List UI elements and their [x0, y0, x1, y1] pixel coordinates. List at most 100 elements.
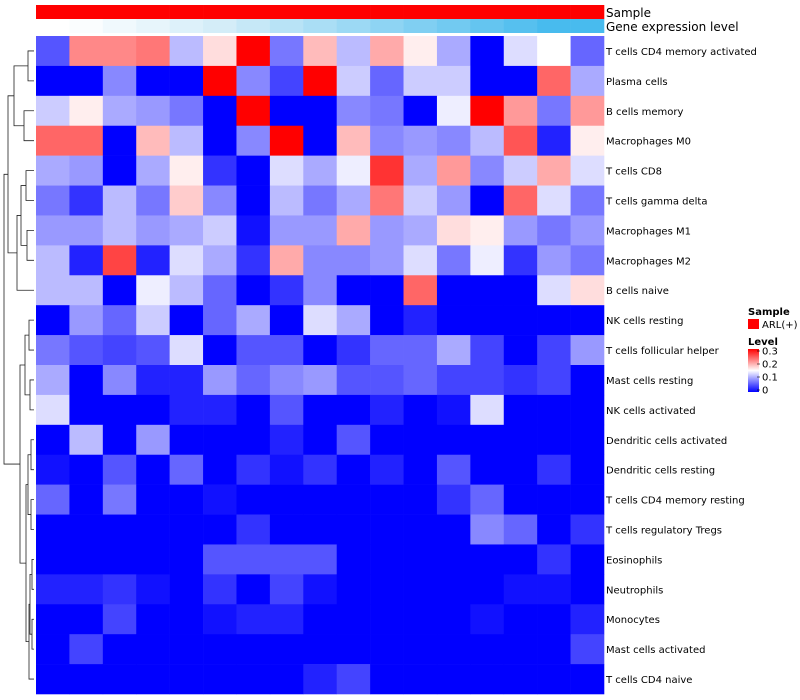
- level-tick-label: 0.3: [762, 347, 778, 358]
- heatmap-cell: [336, 335, 371, 366]
- heatmap-cell: [436, 305, 471, 336]
- heatmap-cell: [169, 335, 204, 366]
- heatmap-cell: [236, 484, 271, 515]
- heatmap-cell: [36, 215, 70, 246]
- heatmap-cell: [436, 484, 471, 515]
- heatmap-cell: [470, 394, 505, 426]
- heatmap-cell: [136, 275, 170, 306]
- sample-track-cell: [403, 5, 438, 19]
- heatmap-cell: [570, 215, 605, 246]
- dendrogram-branch: [28, 319, 34, 351]
- heatmap-cell: [269, 365, 304, 396]
- legend-sample-title: Sample: [748, 307, 790, 318]
- heatmap-cell: [303, 65, 338, 97]
- heatmap-cell: [370, 394, 404, 426]
- expression-track-cell: [169, 19, 204, 33]
- heatmap-cell: [236, 604, 271, 635]
- heatmap-cell: [537, 365, 571, 396]
- heatmap-cell: [102, 215, 137, 246]
- legend-sample-entry: ARL(+): [762, 320, 798, 331]
- heatmap-cell: [102, 245, 137, 276]
- heatmap-cell: [36, 544, 70, 575]
- expression-track-cell: [102, 19, 137, 33]
- heatmap-cell: [470, 424, 505, 456]
- heatmap-cell: [102, 36, 137, 67]
- heatmap-cell: [203, 125, 237, 156]
- heatmap-cell: [570, 544, 605, 575]
- sample-track-cell: [236, 5, 271, 19]
- heatmap-cell: [303, 484, 338, 515]
- heatmap-cell: [436, 424, 471, 456]
- heatmap-cell: [169, 275, 204, 306]
- heatmap-cell: [36, 454, 70, 485]
- heatmap-cell: [269, 305, 304, 336]
- heatmap-cell: [537, 424, 571, 456]
- heatmap-cell: [436, 215, 471, 246]
- heatmap-cell: [503, 305, 538, 336]
- dendrogram-branch: [31, 618, 34, 650]
- heatmap-cell: [269, 394, 304, 426]
- heatmap-cell: [503, 514, 538, 545]
- heatmap-cell: [203, 215, 237, 246]
- heatmap-cell: [102, 365, 137, 396]
- expression-track-cell: [503, 19, 538, 33]
- heatmap-cell: [169, 454, 204, 485]
- heatmap-cell: [136, 604, 170, 635]
- heatmap-cell: [69, 335, 104, 366]
- row-label: Monocytes: [606, 615, 660, 626]
- heatmap-cell: [36, 305, 70, 336]
- heatmap-cell: [436, 634, 471, 665]
- heatmap-cell: [236, 65, 271, 97]
- heatmap-cell: [470, 275, 505, 306]
- heatmap-cell: [203, 574, 237, 605]
- heatmap-cell: [303, 335, 338, 366]
- heatmap-cell: [136, 365, 170, 396]
- heatmap-cell: [36, 275, 70, 306]
- heatmap-cell: [403, 305, 438, 336]
- annotation-tracks: [36, 5, 605, 33]
- heatmap-cell: [36, 394, 70, 426]
- heatmap-cell: [269, 155, 304, 186]
- heatmap-cell: [470, 544, 505, 575]
- sample-track-cell: [436, 5, 471, 19]
- heatmap-cell: [303, 36, 338, 67]
- heatmap-cell: [236, 664, 271, 695]
- heatmap-cell: [336, 484, 371, 515]
- heatmap-cell: [169, 185, 204, 216]
- heatmap-cell: [336, 275, 371, 306]
- heatmap-cell: [537, 454, 571, 485]
- heatmap-cell: [336, 454, 371, 485]
- heatmap-cell: [436, 394, 471, 426]
- heatmap-cell: [503, 604, 538, 635]
- heatmap-cell: [303, 365, 338, 396]
- row-label: Eosinophils: [606, 555, 662, 566]
- heatmap-cell: [102, 95, 137, 127]
- heatmap-cell: [370, 185, 404, 216]
- heatmap-cell: [503, 335, 538, 366]
- heatmap-cell: [169, 125, 204, 156]
- heatmap-cell: [102, 65, 137, 97]
- heatmap-cell: [403, 185, 438, 216]
- dendrogram-branch: [13, 65, 28, 127]
- heatmap-cell: [503, 394, 538, 426]
- heatmap-cell: [269, 65, 304, 97]
- heatmap-cell: [236, 514, 271, 545]
- heatmap-cell: [203, 95, 237, 127]
- heatmap-cell: [537, 275, 571, 306]
- row-label: B cells memory: [606, 107, 683, 118]
- heatmap-cell: [503, 574, 538, 605]
- heatmap-cell: [470, 125, 505, 156]
- heatmap-cell: [269, 95, 304, 127]
- legend-level-ticks: 0.3 0.2 0.1 0: [757, 347, 778, 397]
- heatmap-cell: [169, 365, 204, 396]
- heatmap-cell: [269, 275, 304, 306]
- heatmap-cell: [503, 125, 538, 156]
- heatmap-cell: [503, 275, 538, 306]
- heatmap-cell: [403, 424, 438, 456]
- heatmap-cell: [236, 544, 271, 575]
- heatmap-cell: [69, 215, 104, 246]
- sample-track-cell: [269, 5, 304, 19]
- heatmap-cell: [69, 484, 104, 515]
- sample-track-cell: [136, 5, 170, 19]
- heatmap-cell: [370, 125, 404, 156]
